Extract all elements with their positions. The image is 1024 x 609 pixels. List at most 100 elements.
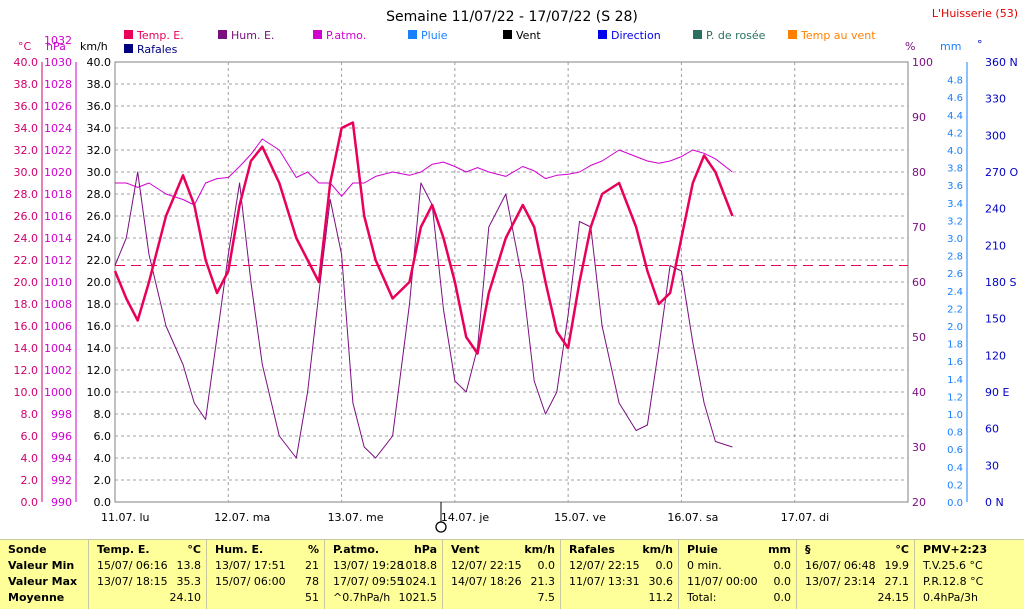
- temp-tick-label: 36.0: [14, 100, 39, 113]
- section-unit: hPa: [413, 543, 437, 556]
- section-unit: km/h: [524, 543, 555, 556]
- cell-value: 1021.5: [398, 591, 438, 604]
- pressure-tick-label: 994: [51, 452, 72, 465]
- temp-tick-label: 12.0: [14, 364, 39, 377]
- temp-tick-label: 6.0: [21, 430, 39, 443]
- cell-time: 13/07/ 17:51: [215, 559, 286, 572]
- cell-value: 0.0: [773, 559, 792, 572]
- summary-section: Hum. E.% 13/07/ 17:51 21 15/07/ 06:00 78 51: [206, 540, 325, 609]
- humidity-tick-label: 20: [912, 496, 926, 509]
- temp-tick-label: 20.0: [14, 276, 39, 289]
- humidity-tick-label: 50: [912, 331, 926, 344]
- pressure-tick-label: 990: [51, 496, 72, 509]
- wind-tick-label: 30.0: [87, 166, 112, 179]
- temp-tick-label: 0.0: [21, 496, 39, 509]
- rain-tick-label: 3.6: [947, 181, 963, 192]
- section-title: §: [805, 543, 811, 556]
- wind-tick-label: 20.0: [87, 276, 112, 289]
- rain-tick-label: 4.0: [947, 146, 963, 157]
- pressure-tick-label: 1004: [44, 342, 72, 355]
- pressure-tick-label: 1028: [44, 78, 72, 91]
- legend-label: P.atmo.: [326, 29, 366, 42]
- section-unit: %: [307, 543, 319, 556]
- legend-swatch: [313, 30, 322, 39]
- legend-swatch: [218, 30, 227, 39]
- temp-tick-label: 40.0: [14, 56, 39, 69]
- wind-tick-label: 6.0: [94, 430, 112, 443]
- rain-tick-label: 3.0: [947, 234, 963, 245]
- pressure-tick-label: 1002: [44, 364, 72, 377]
- wind-tick-label: 38.0: [87, 78, 112, 91]
- rain-tick-label: 2.8: [947, 252, 963, 263]
- legend-swatch: [693, 30, 702, 39]
- direction-tick-label: 0 N: [985, 496, 1004, 509]
- section-unit: °C: [895, 543, 909, 556]
- rain-tick-label: 4.2: [947, 128, 963, 139]
- cell-value: 13.8: [176, 559, 202, 572]
- pressure-tick-label: 1012: [44, 254, 72, 267]
- day-label: 13.07. me: [328, 511, 384, 524]
- rain-tick-label: 0.0: [947, 498, 963, 509]
- cell-value: 27.1: [884, 575, 910, 588]
- pressure-tick-label: 1014: [44, 232, 72, 245]
- temp-tick-label: 26.0: [14, 210, 39, 223]
- temp-tick-label: 22.0: [14, 254, 39, 267]
- rain-tick-label: 1.8: [947, 340, 963, 351]
- legend: Temp. E. Hum. E. P.atmo. Pluie Vent Direction…: [124, 29, 876, 56]
- pressure-tick-label: 1032: [44, 34, 72, 47]
- cell-time: 13/07/ 18:15: [97, 575, 168, 588]
- humidity-tick-label: 70: [912, 221, 926, 234]
- humidity-tick-label: 80: [912, 166, 926, 179]
- section-unit: °C: [187, 543, 201, 556]
- rain-tick-label: 4.4: [947, 111, 963, 122]
- wind-tick-label: 14.0: [87, 342, 112, 355]
- legend-label: Direction: [611, 29, 661, 42]
- direction-tick-label: 120: [985, 349, 1006, 362]
- legend-swatch: [124, 44, 133, 53]
- rain-tick-label: 2.6: [947, 269, 963, 280]
- pressure-unit: hPa: [46, 40, 66, 53]
- pressure-tick-label: 1000: [44, 386, 72, 399]
- cell-value: 0.0: [537, 559, 556, 572]
- section-title: Rafales: [569, 543, 615, 556]
- cell-value: 30.6: [648, 575, 674, 588]
- section-title: PMV+2:23: [923, 543, 988, 556]
- temp-tick-label: 32.0: [14, 144, 39, 157]
- axes-layer: 0.0 2.0 4.0 6.0 8.0 10.0 12.0 14.0 16.0 18.0 20.0 2…: [14, 34, 1018, 533]
- temp-tick-label: 16.0: [14, 320, 39, 333]
- cell-value: 21.3: [530, 575, 556, 588]
- weather-chart: 0.0 2.0 4.0 6.0 8.0 10.0 12.0 14.0 16.0 18.0 20.0 2…: [14, 7, 1018, 533]
- direction-tick-label: 150: [985, 313, 1006, 326]
- temp-tick-label: 8.0: [21, 408, 39, 421]
- pressure-tick-label: 1010: [44, 276, 72, 289]
- pressure-tick-label: 1022: [44, 144, 72, 157]
- rain-tick-label: 3.4: [947, 199, 963, 210]
- wind-tick-label: 22.0: [87, 254, 112, 267]
- cell-time: 17/07/ 09:55: [333, 575, 404, 588]
- direction-tick-label: 180 S: [985, 276, 1016, 289]
- cell-value: 1018.8: [398, 559, 438, 572]
- section-unit: km/h: [642, 543, 673, 556]
- wind-tick-label: 16.0: [87, 320, 112, 333]
- pressure-tick-label: 996: [51, 430, 72, 443]
- cell-time: Total:: [687, 591, 717, 604]
- pressure-tick-label: 1030: [44, 56, 72, 69]
- cell-time: 13/07/ 23:14: [805, 575, 876, 588]
- rain-tick-label: 4.8: [947, 76, 963, 87]
- cell-value: 24.15: [877, 591, 910, 604]
- rain-tick-label: 2.0: [947, 322, 963, 333]
- wind-tick-label: 26.0: [87, 210, 112, 223]
- rain-tick-label: 0.6: [947, 445, 963, 456]
- summary-table: Sonde Valeur Min Valeur Max Moyenne Temp…: [0, 539, 1024, 609]
- day-label: 11.07. lu: [101, 511, 150, 524]
- summary-section: PMV+2:23 T.V.25.6 °C P.R.12.8 °C 0.4hPa/3h: [914, 540, 1024, 609]
- row-labels: Sonde Valeur Min Valeur Max Moyenne: [0, 540, 88, 609]
- pressure-tick-label: 1006: [44, 320, 72, 333]
- cell-value: 0.0: [773, 591, 792, 604]
- summary-section: § °C 16/07/ 06:48 19.9 13/07/ 23:14 27.1 24.15: [796, 540, 915, 609]
- section-unit: mm: [768, 543, 791, 556]
- legend-label: Temp au vent: [800, 29, 876, 42]
- legend-label: P. de rosée: [706, 29, 766, 42]
- direction-tick-label: 330: [985, 93, 1006, 106]
- day-label: 17.07. di: [781, 511, 830, 524]
